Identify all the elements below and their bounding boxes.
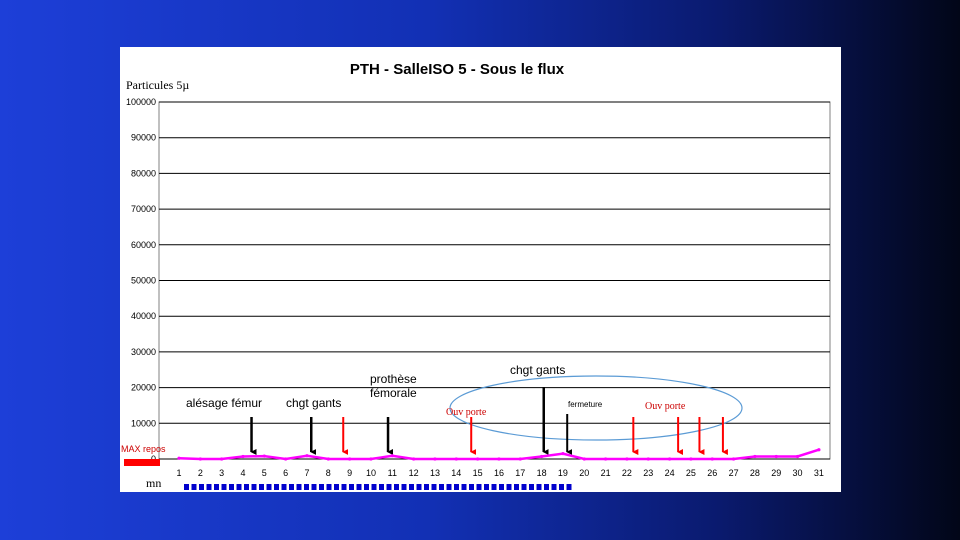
data-point bbox=[774, 454, 778, 459]
x-tick-label: 14 bbox=[451, 468, 461, 478]
data-point bbox=[625, 457, 629, 461]
data-point bbox=[518, 457, 522, 461]
annotation-label: chgt gants bbox=[286, 396, 341, 410]
y-tick-label: 30000 bbox=[131, 347, 156, 357]
data-point bbox=[646, 457, 650, 461]
data-point bbox=[795, 454, 800, 459]
x-tick-label: 24 bbox=[665, 468, 675, 478]
x-tick-label: 9 bbox=[347, 468, 352, 478]
x-tick-label: 10 bbox=[366, 468, 376, 478]
x-tick-label: 29 bbox=[771, 468, 781, 478]
data-point bbox=[177, 456, 181, 460]
y-tick-labels: 0100002000030000400005000060000700008000… bbox=[126, 97, 156, 464]
x-tick-label: 7 bbox=[304, 468, 309, 478]
data-point bbox=[454, 457, 458, 461]
data-point bbox=[731, 457, 736, 461]
annotation-label: alésage fémur bbox=[186, 396, 262, 410]
data-point bbox=[753, 454, 757, 459]
data-point bbox=[817, 448, 821, 452]
x-tick-label: 5 bbox=[262, 468, 267, 478]
y-tick-label: 10000 bbox=[131, 418, 156, 428]
x-tick-label: 28 bbox=[750, 468, 760, 478]
data-point bbox=[667, 457, 672, 461]
x-axis-label: mn bbox=[146, 476, 161, 490]
y-tick-label: 80000 bbox=[131, 168, 156, 178]
x-tick-label: 11 bbox=[388, 468, 397, 478]
y-tick-label: 50000 bbox=[131, 276, 156, 286]
data-point bbox=[305, 454, 309, 458]
x-tick-label: 25 bbox=[686, 468, 696, 478]
annotation-label: Ouv porte bbox=[645, 401, 686, 412]
data-point bbox=[540, 454, 544, 459]
y-axis-label: Particules 5µ bbox=[126, 78, 189, 92]
chart-title: PTH - SalleISO 5 - Sous le flux bbox=[350, 61, 565, 78]
data-point bbox=[284, 457, 288, 461]
x-tick-label: 1 bbox=[176, 468, 181, 478]
y-tick-label: 90000 bbox=[131, 133, 156, 143]
x-tick-label: 31 bbox=[814, 468, 824, 478]
x-tick-label: 12 bbox=[409, 468, 419, 478]
annotations: alésage fémur chgt gants prothèse fémorale O… bbox=[186, 363, 728, 455]
data-point bbox=[497, 457, 501, 461]
x-tick-label: 8 bbox=[326, 468, 331, 478]
max-repos-marker bbox=[124, 459, 160, 466]
x-tick-label: 15 bbox=[473, 468, 483, 478]
data-point bbox=[604, 457, 608, 461]
x-tick-label: 17 bbox=[515, 468, 525, 478]
data-point bbox=[412, 457, 416, 461]
data-point bbox=[241, 454, 245, 459]
data-point bbox=[582, 457, 586, 461]
data-point bbox=[433, 457, 437, 461]
x-tick-label: 16 bbox=[494, 468, 504, 478]
y-tick-label: 60000 bbox=[131, 240, 156, 250]
annotation-label: fermeture bbox=[568, 400, 603, 409]
grouping-ellipse bbox=[449, 375, 743, 441]
x-tick-label: 22 bbox=[622, 468, 632, 478]
y-tick-label: 40000 bbox=[131, 311, 156, 321]
data-point bbox=[348, 457, 352, 461]
data-point bbox=[326, 457, 330, 461]
x-tick-label: 21 bbox=[601, 468, 611, 478]
data-point bbox=[198, 457, 202, 461]
y-tick-label: 100000 bbox=[126, 97, 156, 107]
x-tick-labels: 1 2 3 4 5 6 7 8 9 10 11 12 13 14 15 16 17 18 19 20 21 22 23 24 2… bbox=[176, 468, 823, 478]
x-tick-label: 30 bbox=[793, 468, 803, 478]
x-tick-label: 23 bbox=[643, 468, 653, 478]
chart-svg: 0100002000030000400005000060000700008000… bbox=[121, 61, 831, 490]
x-tick-label: 6 bbox=[283, 468, 288, 478]
data-point bbox=[390, 454, 394, 458]
annotation-label: prothèse fémorale bbox=[370, 372, 417, 400]
x-tick-label: 13 bbox=[430, 468, 440, 478]
x-tick-label: 2 bbox=[198, 468, 203, 478]
data-point bbox=[689, 457, 693, 461]
chart-panel: 0100002000030000400005000060000700008000… bbox=[120, 47, 841, 492]
series-layer bbox=[177, 448, 821, 461]
x-tick-label: 18 bbox=[537, 468, 547, 478]
max-repos-label: MAX repos bbox=[121, 444, 166, 454]
y-tick-label: 70000 bbox=[131, 204, 156, 214]
data-point bbox=[220, 457, 224, 461]
x-tick-label: 26 bbox=[707, 468, 717, 478]
x-tick-label: 4 bbox=[240, 468, 245, 478]
annotation-label: chgt gants bbox=[510, 363, 565, 377]
data-point bbox=[369, 457, 373, 461]
x-tick-label: 19 bbox=[558, 468, 568, 478]
annotation-label: Ouv porte bbox=[446, 407, 487, 418]
data-point bbox=[561, 452, 565, 456]
data-point bbox=[476, 457, 480, 461]
data-point bbox=[262, 454, 266, 458]
x-tick-label: 20 bbox=[579, 468, 589, 478]
x-tick-label: 27 bbox=[729, 468, 739, 478]
x-tick-label: 3 bbox=[219, 468, 224, 478]
y-tick-label: 20000 bbox=[131, 383, 156, 393]
data-point bbox=[710, 457, 714, 461]
